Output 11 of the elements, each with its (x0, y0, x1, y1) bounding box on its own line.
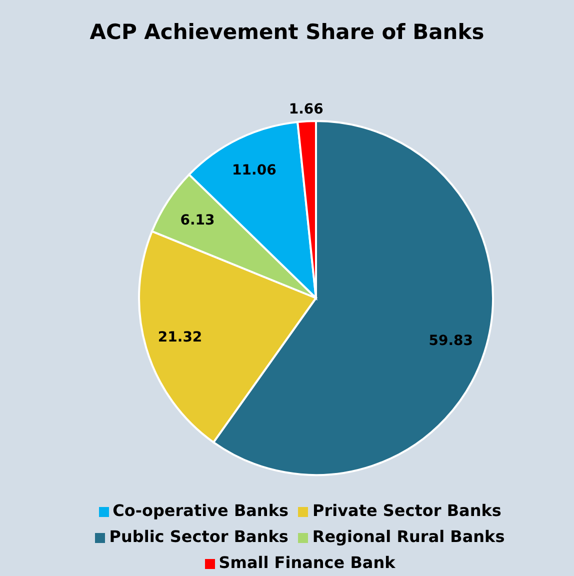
legend-label: Private Sector Banks (312, 501, 502, 520)
data-label: 21.32 (158, 330, 202, 346)
data-label: 59.83 (428, 333, 474, 350)
legend-label: Small Finance Bank (218, 553, 396, 572)
legend-label: Regional Rural Banks (312, 527, 505, 546)
legend-label: Public Sector Banks (109, 527, 288, 546)
data-label: 6.13 (180, 212, 215, 229)
data-label: 11.06 (232, 162, 276, 179)
chart-title: ACP Achievement Share of Banks (88, 20, 486, 44)
legend-label: Co-operative Banks (112, 501, 288, 520)
data-label: 1.66 (288, 101, 324, 118)
